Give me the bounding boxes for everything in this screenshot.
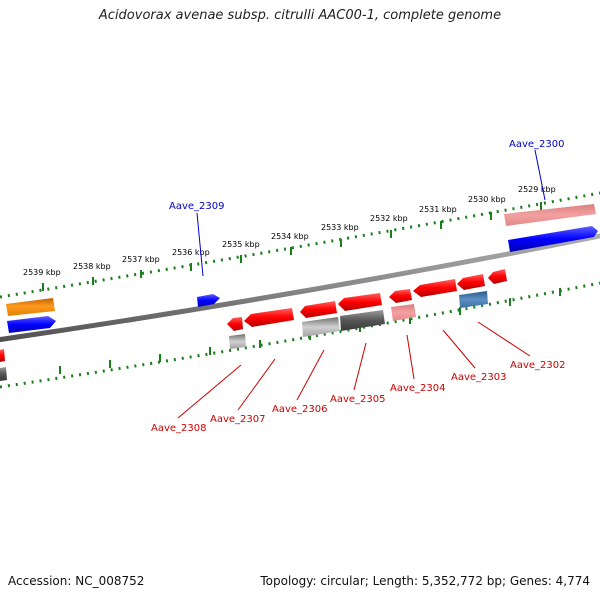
gene-reverse-gray-1[interactable]: [302, 317, 340, 337]
genome-summary-text: Topology: circular; Length: 5,352,772 bp…: [260, 574, 590, 588]
gene-forward-blue-left[interactable]: [7, 316, 56, 333]
gene-forward-blue-aave2309[interactable]: [197, 294, 220, 307]
tick-label-2531: 2531 kbp: [419, 205, 457, 214]
gene-reverse-red-left[interactable]: [0, 349, 5, 362]
gene-label-aave2306[interactable]: Aave_2306: [272, 404, 328, 415]
gene-reverse-red-7[interactable]: [244, 308, 294, 327]
gene-label-aave2302[interactable]: Aave_2302: [510, 360, 566, 371]
tick-label-2533: 2533 kbp: [321, 223, 359, 232]
map-title: Acidovorax avenae subsp. citrulli AAC00-…: [98, 8, 502, 23]
tick-label-2534: 2534 kbp: [271, 232, 309, 241]
accession-text: Accession: NC_008752: [8, 574, 145, 588]
tick-label-2530: 2530 kbp: [468, 195, 506, 204]
gene-reverse-red-3[interactable]: [413, 279, 457, 297]
gene-reverse-red-5[interactable]: [338, 293, 382, 311]
tick-label-2535: 2535 kbp: [222, 240, 260, 249]
gene-forward-orange[interactable]: [6, 298, 55, 316]
genome-backbone: [0, 233, 600, 343]
gene-reverse-steel[interactable]: [459, 291, 488, 308]
gene-reverse-red-4[interactable]: [389, 289, 412, 303]
tick-label-2529: 2529 kbp: [518, 185, 556, 194]
gene-forward-blue-aave2300[interactable]: [508, 226, 598, 252]
reverse-genes: [0, 269, 507, 381]
tick-label-2536: 2536 kbp: [172, 248, 210, 257]
forward-genes: [6, 204, 598, 333]
gene-reverse-red-2[interactable]: [457, 274, 485, 290]
scale-track-outer: [0, 191, 600, 299]
tick-label-2538: 2538 kbp: [73, 262, 111, 271]
gene-label-aave2305[interactable]: Aave_2305: [330, 394, 386, 405]
scale-tick-labels: 2529 kbp 2530 kbp 2531 kbp 2532 kbp 2533…: [23, 185, 556, 277]
gene-reverse-pink[interactable]: [391, 304, 416, 321]
gene-reverse-dark[interactable]: [340, 310, 385, 331]
gene-label-aave2304[interactable]: Aave_2304: [390, 383, 446, 394]
tick-label-2537: 2537 kbp: [122, 255, 160, 264]
tick-label-2539: 2539 kbp: [23, 268, 61, 277]
gene-reverse-red-8[interactable]: [227, 317, 243, 331]
gene-reverse-dark-left[interactable]: [0, 367, 7, 381]
gene-label-aave2307[interactable]: Aave_2307: [210, 414, 266, 425]
tick-label-2532: 2532 kbp: [370, 214, 408, 223]
gene-label-aave2308[interactable]: Aave_2308: [151, 423, 207, 434]
gene-forward-pink[interactable]: [504, 204, 596, 226]
label-leaders: [177, 149, 546, 419]
gene-reverse-gray-2[interactable]: [229, 334, 246, 349]
gene-label-aave2303[interactable]: Aave_2303: [451, 372, 507, 383]
gene-label-aave2300[interactable]: Aave_2300: [509, 139, 565, 150]
gene-reverse-red-6[interactable]: [300, 301, 337, 318]
gene-labels: Aave_2300 Aave_2309 Aave_2302 Aave_2303 …: [151, 139, 566, 434]
major-ticks-outer: [42, 202, 542, 291]
gene-label-aave2309[interactable]: Aave_2309: [169, 201, 225, 212]
gene-reverse-red-1[interactable]: [488, 269, 507, 284]
